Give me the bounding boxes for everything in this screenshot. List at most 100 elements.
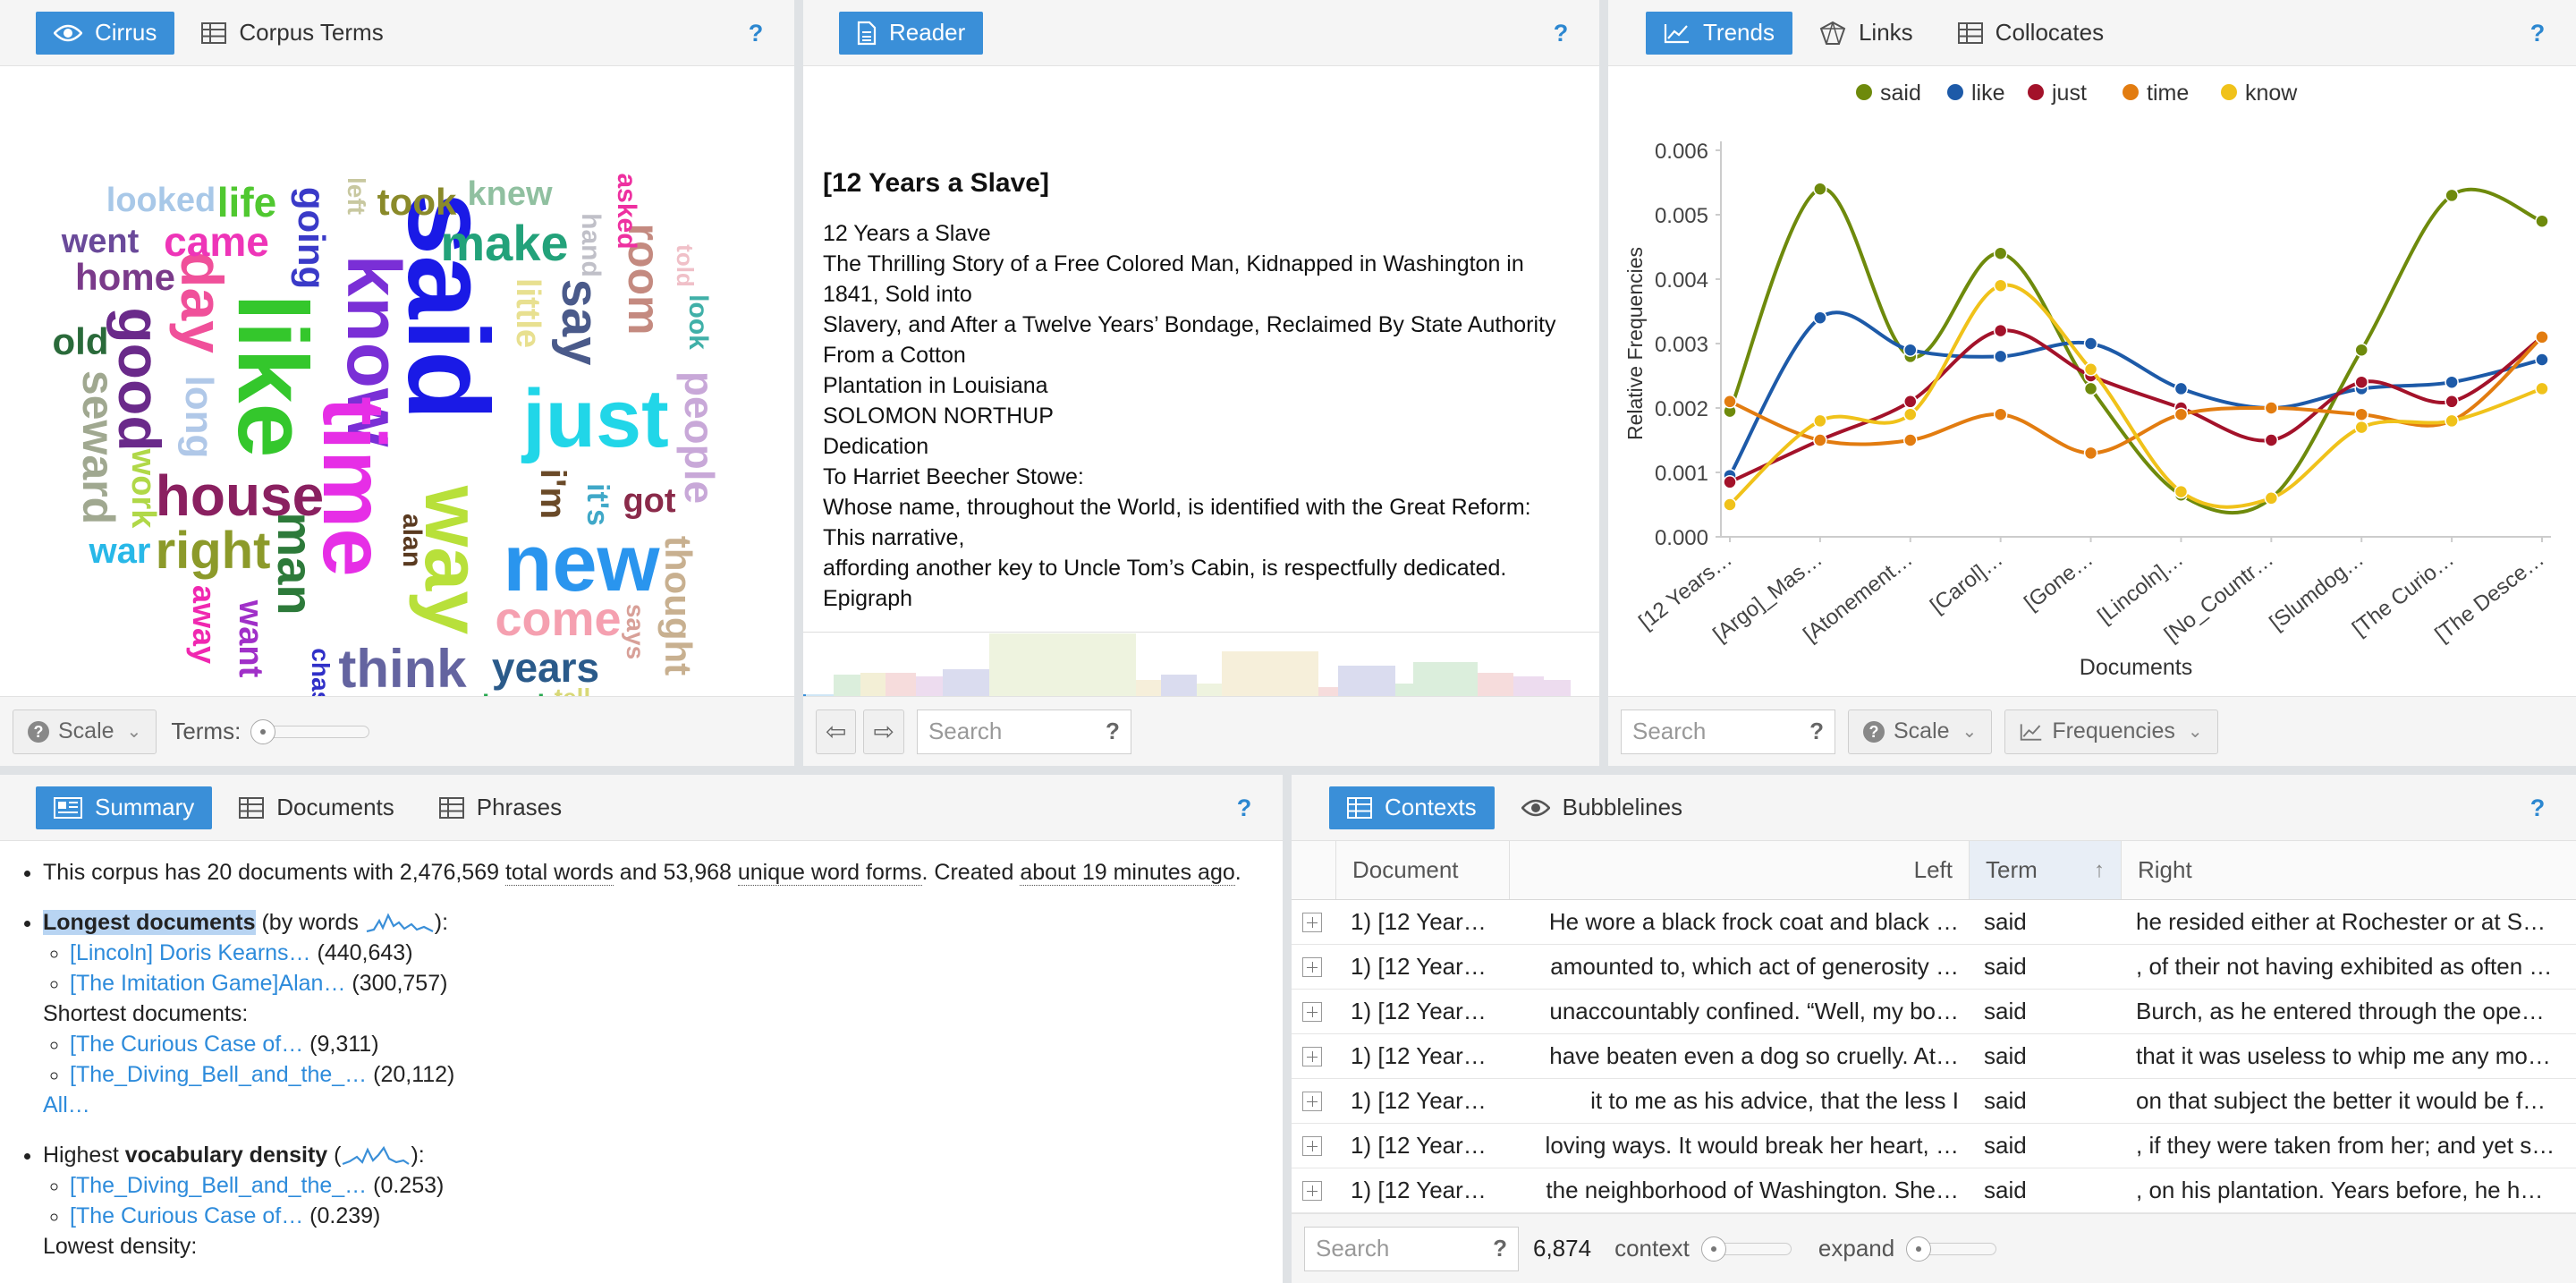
trends-search-input[interactable]: Search ? [1621, 709, 1835, 754]
cloud-word[interactable]: away [186, 584, 223, 665]
table-row[interactable]: 1) [12 Year… loving ways. It would break … [1292, 1124, 2576, 1168]
cloud-word[interactable]: alan [397, 513, 427, 568]
expand-slider[interactable] [1906, 1236, 1997, 1262]
terms-slider[interactable] [250, 718, 370, 744]
search-help-icon[interactable]: ? [1809, 718, 1824, 744]
expand-row-icon[interactable] [1302, 1046, 1322, 1066]
cloud-word[interactable]: went [61, 223, 140, 260]
cloud-word[interactable]: came [164, 218, 269, 265]
cloud-word[interactable]: come [495, 592, 622, 646]
table-row[interactable]: 1) [12 Year… amounted to, which act of ge… [1292, 945, 2576, 990]
cirrus-help-button[interactable]: ? [748, 20, 764, 47]
density-doc-link[interactable]: [The Curious Case of… [70, 1203, 304, 1228]
document-strip[interactable] [803, 632, 1599, 705]
contexts-help-button[interactable]: ? [2529, 794, 2546, 821]
cloud-word[interactable]: life [216, 179, 277, 225]
cloud-word[interactable]: day [169, 251, 235, 353]
contexts-search-input[interactable]: Search ? [1304, 1226, 1519, 1271]
cloud-word[interactable]: house [155, 463, 325, 528]
cloud-word[interactable]: make [440, 215, 569, 271]
expand-row-icon[interactable] [1302, 1001, 1322, 1022]
cloud-word[interactable]: took [377, 181, 457, 223]
density-doc-link[interactable]: [The_Diving_Bell_and_the_… [70, 1173, 368, 1198]
col-header-left[interactable]: Left [1510, 841, 1970, 899]
table-row[interactable]: 1) [12 Year… unaccountably confined. “Wel… [1292, 990, 2576, 1034]
cloud-word[interactable]: war [89, 531, 151, 571]
next-button[interactable]: ⇨ [863, 709, 904, 754]
document-segment[interactable] [989, 633, 1136, 705]
tab-phrases[interactable]: Phrases [421, 786, 580, 829]
tab-trends[interactable]: Trends [1646, 11, 1792, 55]
cloud-word[interactable]: going [291, 186, 333, 290]
expand-row-icon[interactable] [1302, 912, 1322, 932]
cloud-word[interactable]: little [509, 277, 547, 349]
cloud-word[interactable]: work [124, 448, 162, 529]
tab-summary[interactable]: Summary [36, 786, 213, 829]
reader-help-button[interactable]: ? [1553, 20, 1569, 47]
col-header-right[interactable]: Right [2138, 856, 2192, 883]
reader-search-input[interactable]: Search ? [916, 709, 1131, 754]
tab-contexts[interactable]: Contexts [1329, 786, 1495, 829]
cloud-word[interactable]: like [217, 293, 327, 458]
terms-slider-knob[interactable] [250, 718, 276, 744]
tab-cirrus[interactable]: Cirrus [36, 11, 175, 55]
table-row[interactable]: 1) [12 Year… have beaten even a dog so cr… [1292, 1034, 2576, 1079]
cloud-word[interactable]: told [672, 244, 699, 287]
cloud-word[interactable]: look [683, 294, 713, 350]
col-header-document[interactable]: Document [1336, 841, 1510, 899]
cloud-word[interactable]: seward [73, 370, 123, 525]
table-row[interactable]: 1) [12 Year… He wore a black frock coat a… [1292, 900, 2576, 945]
expand-row-icon[interactable] [1302, 1180, 1322, 1201]
tab-documents[interactable]: Documents [221, 786, 412, 829]
cloud-word[interactable]: home [74, 256, 176, 298]
scale-button[interactable]: ? Scale ⌄ [13, 709, 157, 754]
shortest-doc-link[interactable]: [The Curious Case of… [70, 1032, 304, 1057]
longest-doc-link[interactable]: [Lincoln] Doris Kearns… [70, 940, 311, 965]
cloud-word[interactable]: right [155, 522, 271, 580]
summary-help-button[interactable]: ? [1236, 794, 1252, 821]
cloud-word[interactable]: people [676, 370, 723, 505]
cloud-word[interactable]: years [491, 644, 600, 691]
expand-row-icon[interactable] [1302, 1135, 1322, 1156]
cloud-word[interactable]: old [52, 320, 109, 362]
previous-button[interactable]: ⇦ [816, 709, 857, 754]
trends-help-button[interactable]: ? [2529, 20, 2546, 47]
search-help-icon[interactable]: ? [1106, 718, 1120, 744]
table-row[interactable]: 1) [12 Year… it to me as his advice, that… [1292, 1079, 2576, 1124]
tab-collocates[interactable]: Collocates [1940, 12, 2122, 55]
tab-corpus-terms[interactable]: Corpus Terms [183, 12, 401, 55]
table-row[interactable]: 1) [12 Year… the neighborhood of Washingt… [1292, 1168, 2576, 1213]
unique-forms-link[interactable]: unique word forms [737, 860, 922, 886]
cloud-word[interactable]: hand [576, 213, 606, 277]
expand-row-icon[interactable] [1302, 1091, 1322, 1111]
context-slider[interactable] [1700, 1236, 1792, 1262]
cloud-word[interactable]: want [232, 599, 269, 678]
cloud-word[interactable]: knew [467, 175, 553, 213]
all-documents-link[interactable]: All… [43, 1092, 90, 1117]
longest-doc-link[interactable]: [The Imitation Game]Alan… [70, 971, 346, 996]
cloud-word[interactable]: just [522, 373, 669, 464]
expand-row-icon[interactable] [1302, 956, 1322, 977]
shortest-doc-link[interactable]: [The_Diving_Bell_and_the_… [70, 1062, 368, 1087]
tab-links[interactable]: Links [1801, 12, 1931, 55]
cloud-word[interactable]: it's [580, 483, 614, 526]
cloud-word[interactable]: looked [106, 182, 216, 219]
trends-scale-button[interactable]: ? Scale ⌄ [1848, 709, 1993, 754]
total-words-link[interactable]: total words [504, 860, 614, 886]
cloud-word[interactable]: new [503, 519, 660, 608]
cloud-word[interactable]: says [622, 603, 649, 660]
tab-reader[interactable]: Reader [839, 11, 984, 55]
cloud-word[interactable]: i'm [533, 468, 572, 520]
cloud-word[interactable]: thought [657, 535, 699, 676]
cloud-word[interactable]: man [267, 512, 324, 616]
frequencies-button[interactable]: Frequencies ⌄ [2004, 709, 2218, 754]
tab-bubblelines[interactable]: Bubblelines [1504, 786, 1700, 829]
cloud-word[interactable]: long [177, 375, 221, 459]
context-slider-knob[interactable] [1700, 1236, 1726, 1262]
cloud-word[interactable]: asked [612, 173, 641, 250]
cloud-word[interactable]: left [343, 177, 370, 215]
search-help-icon[interactable]: ? [1493, 1235, 1507, 1262]
cloud-word[interactable]: think [338, 639, 467, 699]
expand-slider-knob[interactable] [1906, 1236, 1932, 1262]
cloud-word[interactable]: got [623, 482, 676, 520]
